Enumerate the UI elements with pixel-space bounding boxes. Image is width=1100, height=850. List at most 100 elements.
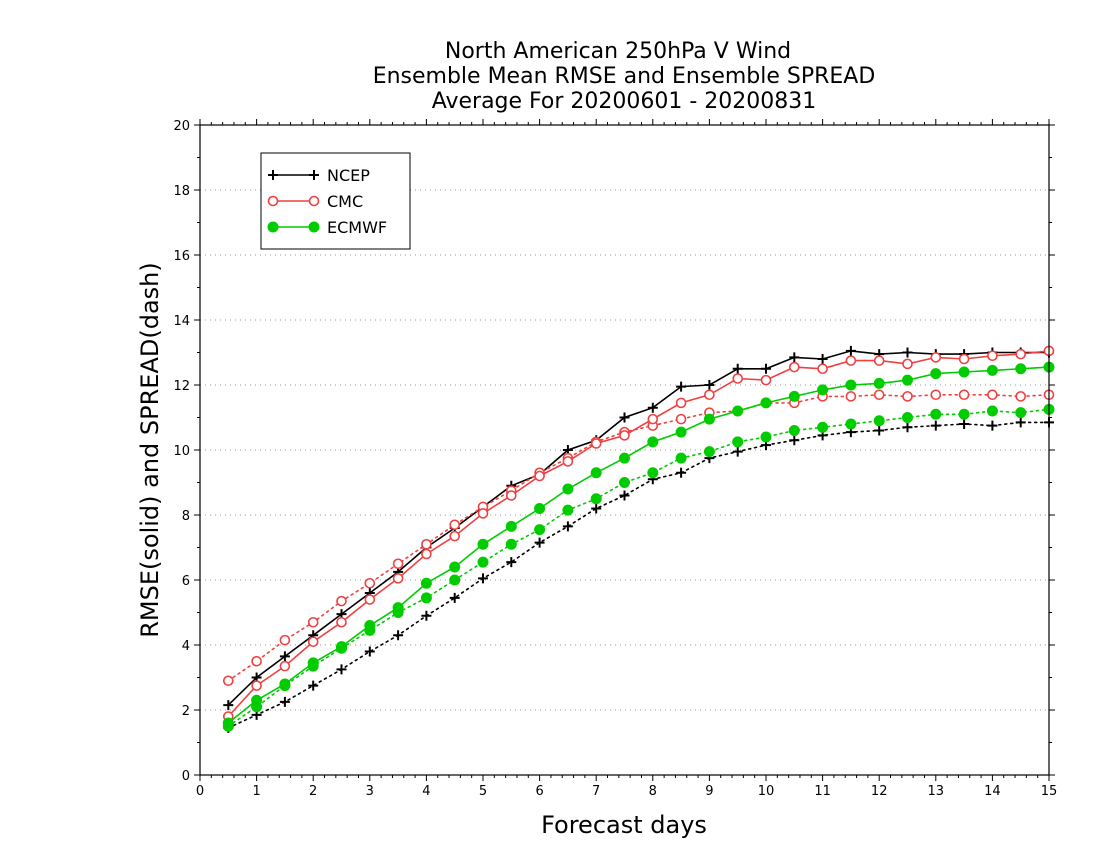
x-tick-label: 15 xyxy=(1041,784,1058,799)
legend-marker xyxy=(309,170,319,180)
y-axis-ticks: 0 2 4 6 8 10 12 14 16 18 20 xyxy=(173,119,1055,784)
ncep-rmse-point xyxy=(676,381,687,392)
ncep-rmse-point xyxy=(704,380,715,390)
ecmwf-rmse-point xyxy=(222,717,234,729)
cmc-rmse-point xyxy=(364,594,376,605)
x-tick-label: 8 xyxy=(649,784,657,799)
ecmwf-spread-point xyxy=(1015,407,1027,419)
ecmwf-rmse-point xyxy=(732,405,744,417)
legend: NCEP CMC ECMWF xyxy=(260,152,411,250)
cmc-rmse-point xyxy=(505,490,517,501)
cmc-spread-point xyxy=(364,577,376,589)
chart-title-line-2: Ensemble Mean RMSE and Ensemble SPREAD xyxy=(373,64,876,89)
x-tick-label: 0 xyxy=(196,784,204,799)
ecmwf-rmse-point xyxy=(336,641,347,653)
ecmwf-rmse-point xyxy=(845,379,857,391)
ncep-spread-point xyxy=(591,503,602,514)
cmc-rmse-point xyxy=(873,355,885,366)
ecmwf-rmse-point xyxy=(619,452,630,464)
ecmwf-rmse-point xyxy=(307,657,319,669)
cmc-rmse-point xyxy=(449,530,461,542)
ecmwf-rmse-point xyxy=(420,577,432,589)
x-tick-label: 7 xyxy=(592,784,600,799)
ecmwf-rmse-point xyxy=(902,374,913,386)
ecmwf-rmse-point xyxy=(958,366,970,378)
ecmwf-spread-point xyxy=(420,592,432,604)
ecmwf-rmse-point xyxy=(760,397,772,409)
cmc-spread-point xyxy=(251,655,262,667)
ecmwf-rmse-point xyxy=(1015,363,1027,375)
cmc-spread-point xyxy=(958,389,970,401)
ncep-spread-point xyxy=(534,537,545,548)
cmc-rmse-point xyxy=(647,413,659,425)
ecmwf-spread-point xyxy=(477,556,489,568)
ecmwf-spread-point xyxy=(647,467,659,479)
y-tick-label: 14 xyxy=(173,314,190,329)
ncep-rmse-point xyxy=(817,354,828,364)
legend-item-cmc: CMC xyxy=(267,192,363,211)
ecmwf-spread-point xyxy=(675,452,687,464)
chart-title: North American 250hPa V Wind Ensemble Me… xyxy=(373,39,876,114)
legend-item-ecmwf: ECMWF xyxy=(267,218,387,237)
ecmwf-spread-point xyxy=(873,415,885,427)
y-tick-label: 20 xyxy=(173,119,190,134)
ncep-spread-point xyxy=(336,664,347,675)
ecmwf-rmse-point xyxy=(817,384,829,396)
ecmwf-spread-point xyxy=(534,524,546,536)
cmc-spread-point xyxy=(1015,391,1027,402)
cmc-rmse-point xyxy=(279,660,291,672)
chart-title-line-1: North American 250hPa V Wind xyxy=(445,39,791,64)
ncep-spread-point xyxy=(902,422,913,433)
cmc-rmse-line xyxy=(227,350,1050,718)
ecmwf-spread-point xyxy=(562,504,574,516)
ecmwf-spread-point xyxy=(505,538,517,550)
ncep-rmse-point xyxy=(732,363,743,374)
x-tick-label: 14 xyxy=(984,784,1001,799)
ecmwf-rmse-point xyxy=(873,377,885,389)
x-tick-label: 1 xyxy=(252,784,260,799)
cmc-spread-point xyxy=(449,519,461,531)
ecmwf-rmse-point xyxy=(647,436,659,448)
cmc-rmse-point xyxy=(760,374,772,386)
ecmwf-rmse-point xyxy=(477,538,489,550)
cmc-rmse-point xyxy=(421,548,432,560)
ncep-rmse-point xyxy=(619,412,630,423)
ncep-spread-point xyxy=(308,680,319,691)
cmc-spread-point xyxy=(223,675,234,687)
ecmwf-spread-line xyxy=(227,408,1050,728)
ecmwf-rmse-point xyxy=(675,426,687,438)
ncep-spread-point xyxy=(279,696,290,707)
cmc-rmse-point xyxy=(590,438,602,449)
cmc-spread-point xyxy=(392,558,404,570)
x-tick-label: 11 xyxy=(814,784,831,799)
cmc-rmse-point xyxy=(675,397,687,409)
series-layer xyxy=(222,345,1055,733)
ncep-spread-point xyxy=(732,446,743,457)
ecmwf-rmse-point xyxy=(392,602,404,614)
legend-marker xyxy=(308,195,320,207)
x-tick-label: 2 xyxy=(309,784,317,799)
ecmwf-rmse-point xyxy=(279,678,291,690)
legend-marker xyxy=(267,221,279,233)
ecmwf-spread-point xyxy=(845,418,857,430)
ncep-spread-line xyxy=(227,421,1050,729)
y-tick-label: 12 xyxy=(173,379,190,394)
cmc-rmse-point xyxy=(251,680,262,691)
ncep-rmse-point xyxy=(279,651,290,662)
cmc-rmse-point xyxy=(958,353,970,365)
legend-label-ecmwf: ECMWF xyxy=(327,218,387,237)
x-tick-label: 10 xyxy=(758,784,775,799)
cmc-rmse-point xyxy=(732,373,744,384)
ecmwf-series xyxy=(222,361,1055,732)
ecmwf-spread-point xyxy=(732,436,744,448)
ncep-spread-point xyxy=(959,419,970,429)
cmc-spread-point xyxy=(930,389,942,401)
y-tick-label: 8 xyxy=(182,509,190,524)
cmc-spread-point xyxy=(873,389,885,401)
cmc-rmse-point xyxy=(477,508,489,519)
x-tick-label: 3 xyxy=(366,784,374,799)
y-tick-label: 16 xyxy=(173,249,190,264)
x-tick-label: 13 xyxy=(928,784,945,799)
cmc-spread-point xyxy=(336,595,347,607)
y-tick-label: 18 xyxy=(173,184,190,199)
